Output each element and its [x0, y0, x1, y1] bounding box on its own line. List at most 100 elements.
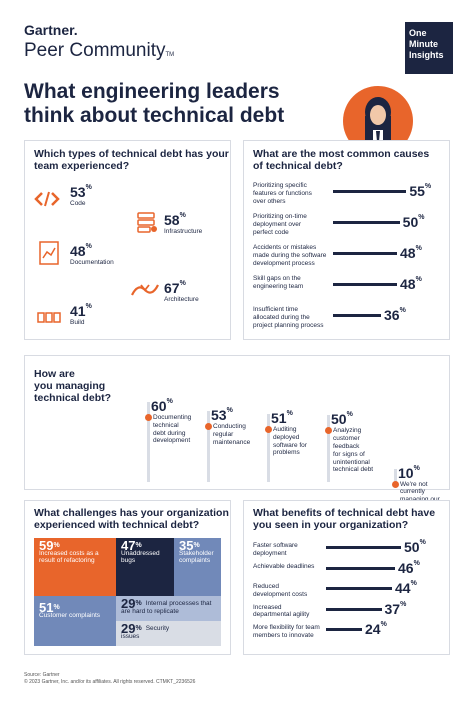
benefit-bar	[326, 628, 362, 631]
benefit-bar	[326, 587, 392, 590]
cause-bar	[333, 252, 397, 255]
benefit-label: Increased departmental agility	[253, 603, 310, 619]
manage-dot	[205, 423, 212, 431]
managing-title-line-3: technical debt?	[34, 392, 112, 404]
build-icon	[37, 312, 61, 323]
manage-value: 10%	[398, 464, 420, 481]
manage-value: 50%	[331, 411, 353, 428]
benefit-label: More flexibility for team members to inno…	[253, 624, 320, 639]
manage-value: 51%	[271, 410, 293, 426]
managing-title: How are you managing technical debt?	[34, 368, 134, 404]
benefit-value: 24%	[365, 621, 387, 637]
challenge-tile-bugs: 47% Unaddressed bugs	[116, 538, 174, 596]
challenge-bugs-line-1: Unaddressed	[121, 549, 160, 557]
challenge-security-line-1: Security	[145, 625, 170, 632]
benefit-label: Reduced development costs	[253, 583, 308, 598]
benefit-bar	[326, 546, 401, 549]
benefits-title: What benefits of technical debt have you…	[253, 507, 448, 531]
cause-bar	[333, 221, 400, 224]
benefit-value: 50%	[404, 539, 426, 555]
benefits-title-line-1: What benefits of technical debt have	[253, 507, 436, 519]
footer-copyright: © 2023 Gartner, Inc. and/or its affiliat…	[24, 679, 196, 685]
type-infrastructure-label: Infrastructure	[164, 228, 203, 235]
challenges-title-line-1: What challenges has your organization	[34, 507, 229, 519]
manage-dot	[392, 480, 399, 488]
manage-line	[327, 415, 330, 482]
type-build-value: 41%	[70, 303, 92, 319]
title-line-1: What engineering leaders	[24, 80, 280, 103]
cause-value: 55%	[409, 183, 432, 199]
challenge-stakeholder-line-1: Stakeholder	[179, 549, 214, 557]
cause-label: Accidents or mistakes made during the sof…	[253, 244, 327, 267]
causes-title: What are the most common causes of techn…	[253, 148, 448, 172]
challenge-refactoring-line-1: Increased costs as a	[39, 549, 99, 557]
types-panel	[24, 140, 231, 340]
manage-line	[207, 411, 210, 482]
type-architecture-value: 67%	[164, 280, 186, 296]
managing-title-line-2: you managing	[34, 380, 106, 392]
cause-value: 48%	[400, 245, 422, 261]
type-code-value: 53%	[70, 184, 92, 200]
type-documentation-value: 48%	[70, 243, 92, 259]
benefit-label: Faster software deployment	[253, 542, 298, 557]
type-build-label: Build	[70, 319, 85, 326]
type-code-label: Code	[70, 200, 86, 207]
cause-value: 48%	[400, 276, 422, 292]
manage-label: Auditing deployed software for problems	[273, 426, 307, 457]
cause-label: Prioritizing specific features or functio…	[253, 182, 312, 205]
type-architecture-label: Architecture	[164, 296, 199, 303]
challenge-security-line-2: issues	[121, 632, 140, 640]
types-title-line-1: Which types of technical debt has your	[34, 148, 229, 160]
one-minute-insights-badge: One Minute Insights	[405, 22, 453, 74]
types-title-line-2: team experienced?	[34, 160, 130, 172]
cause-label: Insufficient time allocated during the pro…	[253, 306, 324, 329]
benefit-bar	[326, 607, 382, 611]
cause-label: Prioritizing on-time deployment over perfe…	[253, 213, 307, 236]
challenge-tile-refactoring: 59% Increased costs as a result of refac…	[34, 538, 116, 596]
manage-dot	[325, 427, 332, 435]
challenge-refactoring-line-2: result of refactoring	[39, 557, 95, 564]
manage-value: 53%	[211, 407, 233, 424]
benefit-value: 44%	[395, 580, 417, 596]
type-documentation-label: Documentation	[70, 259, 114, 266]
challenge-processes-line-2: are hard to replicate	[121, 607, 179, 615]
benefit-label: Achievable deadlines	[253, 562, 315, 570]
title-line-2: think about technical debt	[24, 104, 285, 127]
server-icon	[137, 212, 157, 233]
manage-dot	[145, 414, 152, 421]
benefit-bar	[326, 566, 395, 570]
manage-dot	[265, 426, 272, 433]
benefit-value: 46%	[398, 559, 420, 576]
types-title: Which types of technical debt has your t…	[34, 148, 229, 172]
document-icon	[39, 241, 59, 265]
manage-value: 60%	[151, 398, 173, 414]
manage-line	[147, 402, 150, 482]
manage-label: Documenting technical debt during developme…	[153, 414, 192, 445]
challenge-tile-customer: 51% Customer complaints	[34, 596, 116, 646]
challenge-bugs-line-2: bugs	[121, 557, 136, 564]
challenge-tile-security: 29% Security issues	[116, 621, 221, 646]
manage-label: Analyzing customer feedback for signs of uni…	[333, 427, 374, 474]
manage-line	[394, 468, 397, 482]
code-icon	[34, 191, 60, 207]
benefits-title-line-2: you seen in your organization?	[253, 519, 409, 531]
causes-title-line-2: of technical debt?	[253, 160, 343, 172]
page-title: What engineering leaders think about tec…	[24, 80, 344, 128]
peer-community-logo: Peer CommunityTM	[24, 40, 174, 62]
trademark: TM	[165, 52, 175, 58]
challenge-tile-processes: 29% Internal processes that are hard to …	[116, 596, 221, 621]
type-infrastructure-value: 58%	[164, 212, 186, 228]
challenges-title: What challenges has your organization ex…	[34, 507, 229, 531]
cause-label: Skill gaps on the engineering team	[253, 275, 304, 290]
architecture-icon	[131, 284, 159, 296]
managing-panel	[24, 355, 450, 490]
challenge-customer-line-1: Customer complaints	[39, 611, 101, 619]
peer-community-text: Peer Community	[24, 40, 166, 61]
manage-label: Conducting regular maintenance	[213, 423, 251, 446]
cause-bar	[333, 190, 407, 193]
footer: Source: Gartner © 2023 Gartner, Inc. and…	[24, 672, 195, 686]
badge-line-1: One	[409, 28, 427, 38]
manage-line	[267, 414, 270, 482]
challenge-processes-line-1: Internal processes that	[145, 600, 212, 607]
gartner-logo: Gartner.	[24, 22, 78, 38]
